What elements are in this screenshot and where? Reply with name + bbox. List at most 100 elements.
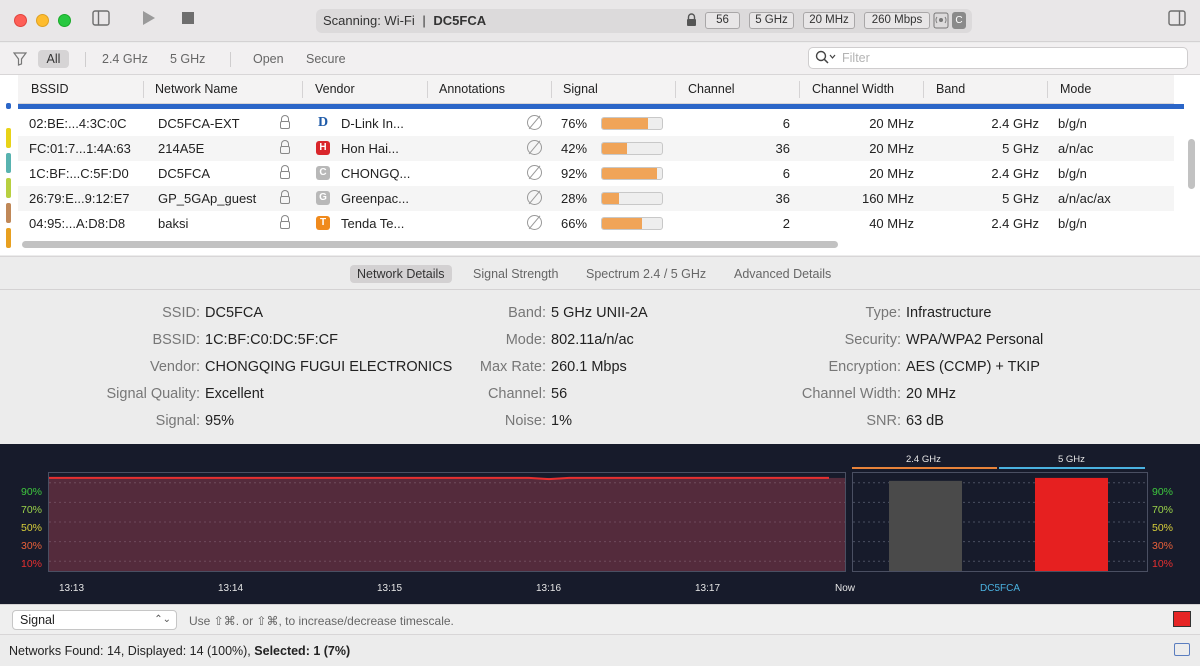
column-header-signal[interactable]: Signal xyxy=(563,82,598,96)
channel-cell: 36 xyxy=(775,191,790,206)
annotation-icon[interactable] xyxy=(527,215,542,230)
selected-network-label: DC5FCA xyxy=(980,583,1021,594)
vendor-cell: Greenpac... xyxy=(341,191,409,206)
annotation-icon[interactable] xyxy=(527,115,542,130)
horizontal-scrollbar[interactable] xyxy=(22,241,838,248)
network-name-cell: 214A5E xyxy=(158,141,205,156)
detail-value: 20 MHz xyxy=(906,386,956,402)
x-axis-label: 13:15 xyxy=(377,583,403,594)
stop-icon[interactable] xyxy=(181,10,195,32)
detail-label: SNR: xyxy=(866,413,901,429)
inspector-toggle-icon[interactable] xyxy=(1168,10,1186,32)
column-header-mode[interactable]: Mode xyxy=(1060,82,1092,96)
lock-icon xyxy=(280,140,290,154)
tab-spectrum[interactable]: Spectrum 2.4 / 5 GHz xyxy=(586,267,707,281)
filter-24ghz-button[interactable]: 2.4 GHz xyxy=(102,52,148,66)
title-bar: Scanning: Wi-Fi | DC5FCA 56 5 GHz 20 MHz… xyxy=(0,0,1200,42)
security-badge: C xyxy=(952,12,966,29)
sidebar-toggle-icon[interactable] xyxy=(92,10,110,32)
detail-value: DC5FCA xyxy=(205,305,264,321)
column-header-vendor[interactable]: Vendor xyxy=(315,82,355,96)
graph-controls: Signal ⌃⌄ Use ⇧⌘. or ⇧⌘, to increase/dec… xyxy=(0,604,1200,634)
table-row[interactable]: 1C:BF:...C:5F:D0 DC5FCA C CHONGQ... 92% 6 20 M… xyxy=(18,161,1174,186)
column-header-band[interactable]: Band xyxy=(936,82,966,96)
status-bar: Networks Found: 14, Displayed: 14 (100%)… xyxy=(0,634,1200,666)
filter-open-button[interactable]: Open xyxy=(253,52,284,66)
detail-label: Vendor: xyxy=(150,359,200,375)
signal-bar-fill xyxy=(602,168,658,179)
channel-cell: 36 xyxy=(775,141,790,156)
bssid-cell: FC:01:7...1:4A:63 xyxy=(29,141,131,156)
vertical-scrollbar[interactable] xyxy=(1188,139,1195,189)
detail-value: Excellent xyxy=(205,386,264,402)
signal-percent-cell: 42% xyxy=(561,141,588,156)
channel-width-cell: 160 MHz xyxy=(861,191,914,206)
search-icon xyxy=(815,50,837,67)
detail-label: Band: xyxy=(508,305,546,321)
column-divider xyxy=(923,81,924,98)
detail-value: 260.1 Mbps xyxy=(551,359,627,375)
width-chip: 20 MHz xyxy=(803,12,855,29)
row-color-marker xyxy=(6,153,11,173)
table-row[interactable]: 04:95:...A:D8:D8 baksi T Tenda Te... 66% 2 40 … xyxy=(18,211,1174,236)
log-window-icon[interactable] xyxy=(1174,643,1190,656)
search-placeholder: Filter xyxy=(842,51,870,65)
close-window-button[interactable] xyxy=(14,14,27,27)
detail-label: Channel: xyxy=(487,386,546,402)
zoom-window-button[interactable] xyxy=(58,14,71,27)
detail-value: 1C:BF:C0:DC:5F:CF xyxy=(205,332,338,348)
tab-signal-strength[interactable]: Signal Strength xyxy=(473,267,559,281)
column-header-annotations[interactable]: Annotations xyxy=(439,82,506,96)
filter-all-button[interactable]: All xyxy=(38,50,69,68)
filter-search-field[interactable]: Filter xyxy=(808,47,1188,69)
metric-select-value: Signal xyxy=(20,613,55,627)
column-header-channel[interactable]: Channel xyxy=(688,82,735,96)
detail-label: Encryption: xyxy=(828,359,901,375)
filter-secure-button[interactable]: Secure xyxy=(306,52,346,66)
network-name-cell: DC5FCA xyxy=(158,166,211,181)
y-axis-label-right: 10% xyxy=(1152,558,1174,570)
annotation-icon[interactable] xyxy=(527,165,542,180)
lock-icon xyxy=(686,13,697,29)
vendor-logo-icon: C xyxy=(316,166,330,180)
scan-status-pill: Scanning: Wi-Fi | DC5FCA 56 5 GHz 20 MHz… xyxy=(316,9,972,33)
graph-color-swatch[interactable] xyxy=(1173,611,1191,627)
signal-plot xyxy=(49,476,845,571)
lock-icon xyxy=(280,165,290,179)
filter-5ghz-button[interactable]: 5 GHz xyxy=(170,52,206,66)
table-row[interactable]: 02:BE:...4:3C:0C DC5FCA-EXT D D-Link In... 7… xyxy=(18,111,1174,136)
network-details-panel: SSID: DC5FCA BSSID: 1C:BF:C0:DC:5F:CF Vendor… xyxy=(0,291,1200,443)
signal-bar xyxy=(601,167,663,180)
funnel-icon[interactable] xyxy=(12,52,28,69)
table-row[interactable]: FC:01:7...1:4A:63 214A5E H Hon Hai... 42% 36 2… xyxy=(18,136,1174,161)
y-axis-label: 10% xyxy=(20,558,42,570)
detail-value: WPA/WPA2 Personal xyxy=(906,332,1044,348)
detail-label: Signal Quality: xyxy=(106,386,201,402)
channel-chip: 56 xyxy=(705,12,740,29)
annotation-icon[interactable] xyxy=(527,140,542,155)
lock-icon xyxy=(280,215,290,229)
detail-label: Noise: xyxy=(504,413,546,429)
bssid-cell: 04:95:...A:D8:D8 xyxy=(29,216,126,231)
column-header-bssid[interactable]: BSSID xyxy=(31,82,69,96)
signal-bar-fill xyxy=(602,143,628,154)
lock-icon xyxy=(280,190,290,204)
annotation-icon[interactable] xyxy=(527,190,542,205)
tab-network-details[interactable]: Network Details xyxy=(350,265,452,283)
column-header-network-name[interactable]: Network Name xyxy=(155,82,238,96)
band-line-24 xyxy=(852,467,997,469)
band-bar-5 xyxy=(1035,477,1108,571)
column-divider xyxy=(1047,81,1048,98)
metric-select[interactable]: Signal ⌃⌄ xyxy=(12,610,177,630)
detail-value: Infrastructure xyxy=(906,305,992,321)
column-header-channel-width[interactable]: Channel Width xyxy=(812,82,894,96)
timescale-hint: Use ⇧⌘. or ⇧⌘, to increase/decrease time… xyxy=(189,614,454,628)
minimize-window-button[interactable] xyxy=(36,14,49,27)
network-name-cell: DC5FCA-EXT xyxy=(158,116,240,131)
table-row[interactable]: 26:79:E...9:12:E7 GP_5GAp_guest G Greenpac.… xyxy=(18,186,1174,211)
y-axis-label: 90% xyxy=(20,486,42,498)
column-divider xyxy=(143,81,144,98)
tab-advanced-details[interactable]: Advanced Details xyxy=(734,267,832,281)
mode-cell: a/n/ac xyxy=(1058,141,1094,156)
play-icon[interactable] xyxy=(142,10,156,32)
